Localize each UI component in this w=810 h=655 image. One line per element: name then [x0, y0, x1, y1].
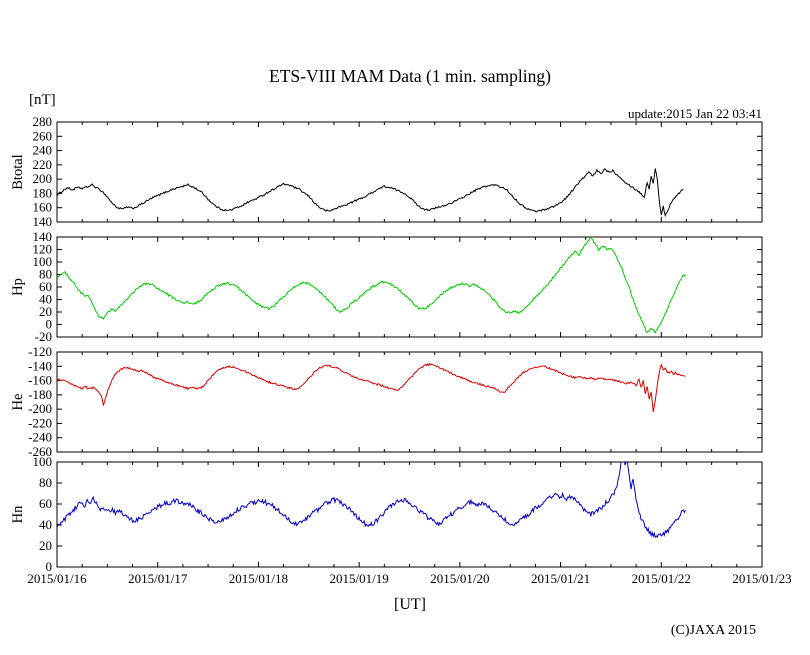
panel-ylabel: He [10, 394, 26, 411]
y-tick-label: 240 [33, 143, 53, 158]
x-tick-label: 2015/01/20 [430, 571, 489, 586]
chart-title: ETS-VIII MAM Data (1 min. sampling) [269, 66, 551, 86]
x-tick-label: 2015/01/23 [732, 571, 791, 586]
y-tick-label: 0 [46, 559, 53, 574]
y-tick-label: 20 [39, 538, 52, 553]
y-tick-label: 140 [33, 214, 53, 229]
y-tick-label: 120 [33, 242, 53, 257]
y-tick-label: -20 [35, 329, 52, 344]
panels-container: 280260240220200180160140Btotal1401201008… [10, 114, 763, 574]
y-tick-label: 60 [39, 496, 52, 511]
y-tick-label: 80 [39, 475, 52, 490]
panel-ylabel: Btotal [10, 154, 26, 189]
y-tick-label: -220 [28, 415, 52, 430]
panel-ylabel: Hn [10, 505, 26, 523]
copyright: (C)JAXA 2015 [671, 623, 756, 638]
y-tick-label: 160 [33, 200, 53, 215]
x-tick-label: 2015/01/18 [229, 571, 288, 586]
unit-label: [nT] [29, 92, 56, 108]
y-tick-label: 280 [33, 114, 53, 129]
y-tick-label: -200 [28, 401, 52, 416]
y-tick-label: 40 [39, 292, 52, 307]
xaxis-tick-labels: 2015/01/16 2015/01/17 2015/01/18 2015/01/19… [27, 571, 791, 586]
panel-frame [56, 236, 763, 338]
panel-frame [56, 461, 763, 568]
y-tick-label: 200 [33, 171, 53, 186]
x-tick-label: 2015/01/21 [531, 571, 590, 586]
series-line-hn [57, 462, 686, 539]
x-tick-label: 2015/01/19 [330, 571, 389, 586]
y-tick-label: 0 [46, 317, 53, 332]
y-tick-label: -120 [28, 344, 52, 359]
series-line-hp [57, 237, 686, 334]
series-line-btotal [57, 167, 684, 218]
y-tick-label: -240 [28, 430, 52, 445]
panel-he: -120-140-160-180-200-220-240-260 He [10, 344, 763, 459]
series-line-he [57, 362, 686, 413]
update-timestamp: update:2015 Jan 22 03:41 [628, 106, 762, 121]
panel-ylabel: Hp [10, 278, 26, 296]
y-tick-label: 260 [33, 128, 53, 143]
y-tick-label: 40 [39, 517, 52, 532]
y-tick-label: 100 [33, 454, 53, 469]
x-tick-label: 2015/01/17 [128, 571, 188, 586]
y-tick-label: 100 [33, 254, 53, 269]
y-tick-label: 180 [33, 185, 53, 200]
y-tick-label: 20 [39, 304, 52, 319]
y-tick-label: 60 [39, 279, 52, 294]
y-tick-label: 140 [33, 229, 53, 244]
y-tick-label: 80 [39, 267, 52, 282]
y-tick-label: -160 [28, 373, 52, 388]
panel-hn: 100 80 60 40 20 0 Hn [10, 454, 763, 574]
panel-frame [56, 351, 763, 453]
y-tick-label: -180 [28, 387, 52, 402]
x-tick-label: 2015/01/22 [632, 571, 691, 586]
xaxis-title: [UT] [394, 596, 426, 613]
y-tick-label: 220 [33, 157, 53, 172]
y-tick-label: -260 [28, 444, 52, 459]
y-tick-label: -140 [28, 358, 52, 373]
x-tick-label: 2015/01/16 [27, 571, 87, 586]
